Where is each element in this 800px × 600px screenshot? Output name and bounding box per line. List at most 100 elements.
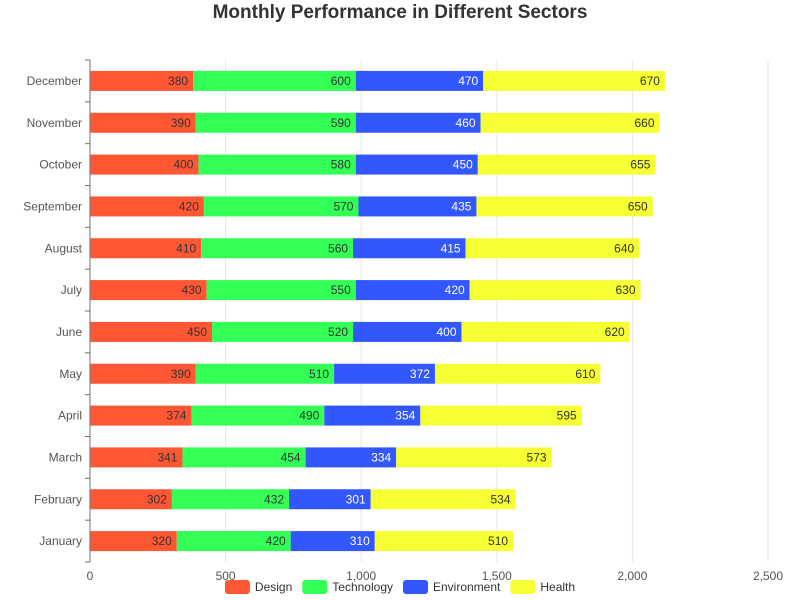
bar-segment-health[interactable] xyxy=(477,154,656,175)
data-label: 435 xyxy=(451,199,471,213)
data-label: 490 xyxy=(299,409,319,423)
data-label: 420 xyxy=(445,283,465,297)
data-label: 454 xyxy=(281,450,301,464)
data-label: 510 xyxy=(488,534,508,548)
legend-label: Environment xyxy=(433,580,501,594)
bar-segment-environment[interactable] xyxy=(355,70,484,91)
bar-segment-health[interactable] xyxy=(370,489,516,510)
bar-segment-technology[interactable] xyxy=(203,196,359,217)
legend-swatch xyxy=(510,580,536,594)
bar-segment-technology[interactable] xyxy=(212,321,354,342)
bar-segment-technology[interactable] xyxy=(206,280,356,301)
data-label: 670 xyxy=(640,74,660,88)
bar-segment-environment[interactable] xyxy=(355,280,470,301)
y-tick-label: October xyxy=(39,158,82,172)
axis-layer: 0 500 1,000 1,500 2,000 2,500 January February M… xyxy=(23,59,783,583)
bar-segment-technology[interactable] xyxy=(198,154,356,175)
legend-item-health[interactable]: Health xyxy=(510,580,575,594)
bar-segment-health[interactable] xyxy=(469,280,641,301)
data-label: 400 xyxy=(173,158,193,172)
data-label: 420 xyxy=(266,534,286,548)
data-label: 573 xyxy=(527,450,547,464)
y-tick-label: July xyxy=(61,283,82,297)
data-label: 372 xyxy=(410,367,430,381)
data-label: 534 xyxy=(490,492,510,506)
data-label: 430 xyxy=(182,283,202,297)
data-label: 550 xyxy=(331,283,351,297)
bar-segment-technology[interactable] xyxy=(201,238,354,259)
data-label: 420 xyxy=(179,199,199,213)
bar-segment-health[interactable] xyxy=(396,447,552,468)
y-tick-label: May xyxy=(59,367,82,381)
legend-label: Health xyxy=(540,580,575,594)
bar-segment-design[interactable] xyxy=(90,321,213,342)
bar-segment-design[interactable] xyxy=(90,238,202,259)
bar-segment-environment[interactable] xyxy=(355,112,481,133)
data-label: 301 xyxy=(346,492,366,506)
bar-segment-environment[interactable] xyxy=(355,154,478,175)
bar-segment-technology[interactable] xyxy=(191,405,325,426)
bar-segment-environment[interactable] xyxy=(324,405,421,426)
legend-swatch xyxy=(403,580,429,594)
bar-segment-environment[interactable] xyxy=(289,489,371,510)
data-label: 450 xyxy=(453,158,473,172)
bar-segment-health[interactable] xyxy=(374,531,514,552)
y-tick-label: March xyxy=(49,450,82,464)
data-label: 470 xyxy=(458,74,478,88)
data-label: 374 xyxy=(166,409,186,423)
y-tick-label: January xyxy=(39,534,82,548)
data-label: 600 xyxy=(331,74,351,88)
legend-item-environment[interactable]: Environment xyxy=(403,580,501,594)
data-label: 390 xyxy=(171,367,191,381)
bar-segment-technology[interactable] xyxy=(182,447,306,468)
data-label: 450 xyxy=(187,325,207,339)
bar-segment-design[interactable] xyxy=(90,405,192,426)
data-label: 354 xyxy=(395,409,415,423)
bar-segment-environment[interactable] xyxy=(290,531,375,552)
data-label: 310 xyxy=(350,534,370,548)
y-tick-label: November xyxy=(27,116,82,130)
bar-segment-design[interactable] xyxy=(90,363,196,384)
legend-swatch xyxy=(224,580,250,594)
data-label: 390 xyxy=(171,116,191,130)
bar-segment-technology[interactable] xyxy=(195,112,356,133)
bar-segment-design[interactable] xyxy=(90,196,204,217)
legend-item-design[interactable]: Design xyxy=(224,580,292,594)
bar-segment-design[interactable] xyxy=(90,531,177,552)
bar-segment-technology[interactable] xyxy=(176,531,291,552)
legend[interactable]: Design Technology Environment Health xyxy=(224,580,575,594)
bar-segment-health[interactable] xyxy=(480,112,660,133)
bar-segment-health[interactable] xyxy=(420,405,582,426)
bar-segment-design[interactable] xyxy=(90,447,183,468)
bar-segment-health[interactable] xyxy=(465,238,640,259)
x-tick-label: 1,000 xyxy=(346,569,376,583)
bar-segment-technology[interactable] xyxy=(195,363,335,384)
bar-segment-design[interactable] xyxy=(90,70,194,91)
y-tick-label: February xyxy=(34,492,82,506)
bar-segment-design[interactable] xyxy=(90,154,199,175)
bar-segment-environment[interactable] xyxy=(353,238,466,259)
legend-item-technology[interactable]: Technology xyxy=(302,580,393,594)
bar-segment-environment[interactable] xyxy=(353,321,462,342)
bar-segment-environment[interactable] xyxy=(358,196,477,217)
data-label: 650 xyxy=(628,199,648,213)
bar-segment-design[interactable] xyxy=(90,112,196,133)
bar-segment-health[interactable] xyxy=(434,363,601,384)
data-label: 460 xyxy=(455,116,475,130)
bar-segment-technology[interactable] xyxy=(171,489,290,510)
data-label: 380 xyxy=(168,74,188,88)
y-tick-label: April xyxy=(58,409,82,423)
bar-segment-health[interactable] xyxy=(483,70,665,91)
bar-segment-technology[interactable] xyxy=(193,70,356,91)
bar-segment-environment[interactable] xyxy=(305,447,397,468)
bars-layer: 320 420 310 510 302 432 301 534 341 454 334 573 374 4… xyxy=(90,70,665,552)
bar-segment-design[interactable] xyxy=(90,280,207,301)
data-label: 560 xyxy=(328,241,348,255)
bar-segment-design[interactable] xyxy=(90,489,172,510)
bar-segment-environment[interactable] xyxy=(334,363,435,384)
data-label: 432 xyxy=(264,492,284,506)
bar-segment-health[interactable] xyxy=(476,196,653,217)
bar-segment-health[interactable] xyxy=(461,321,630,342)
